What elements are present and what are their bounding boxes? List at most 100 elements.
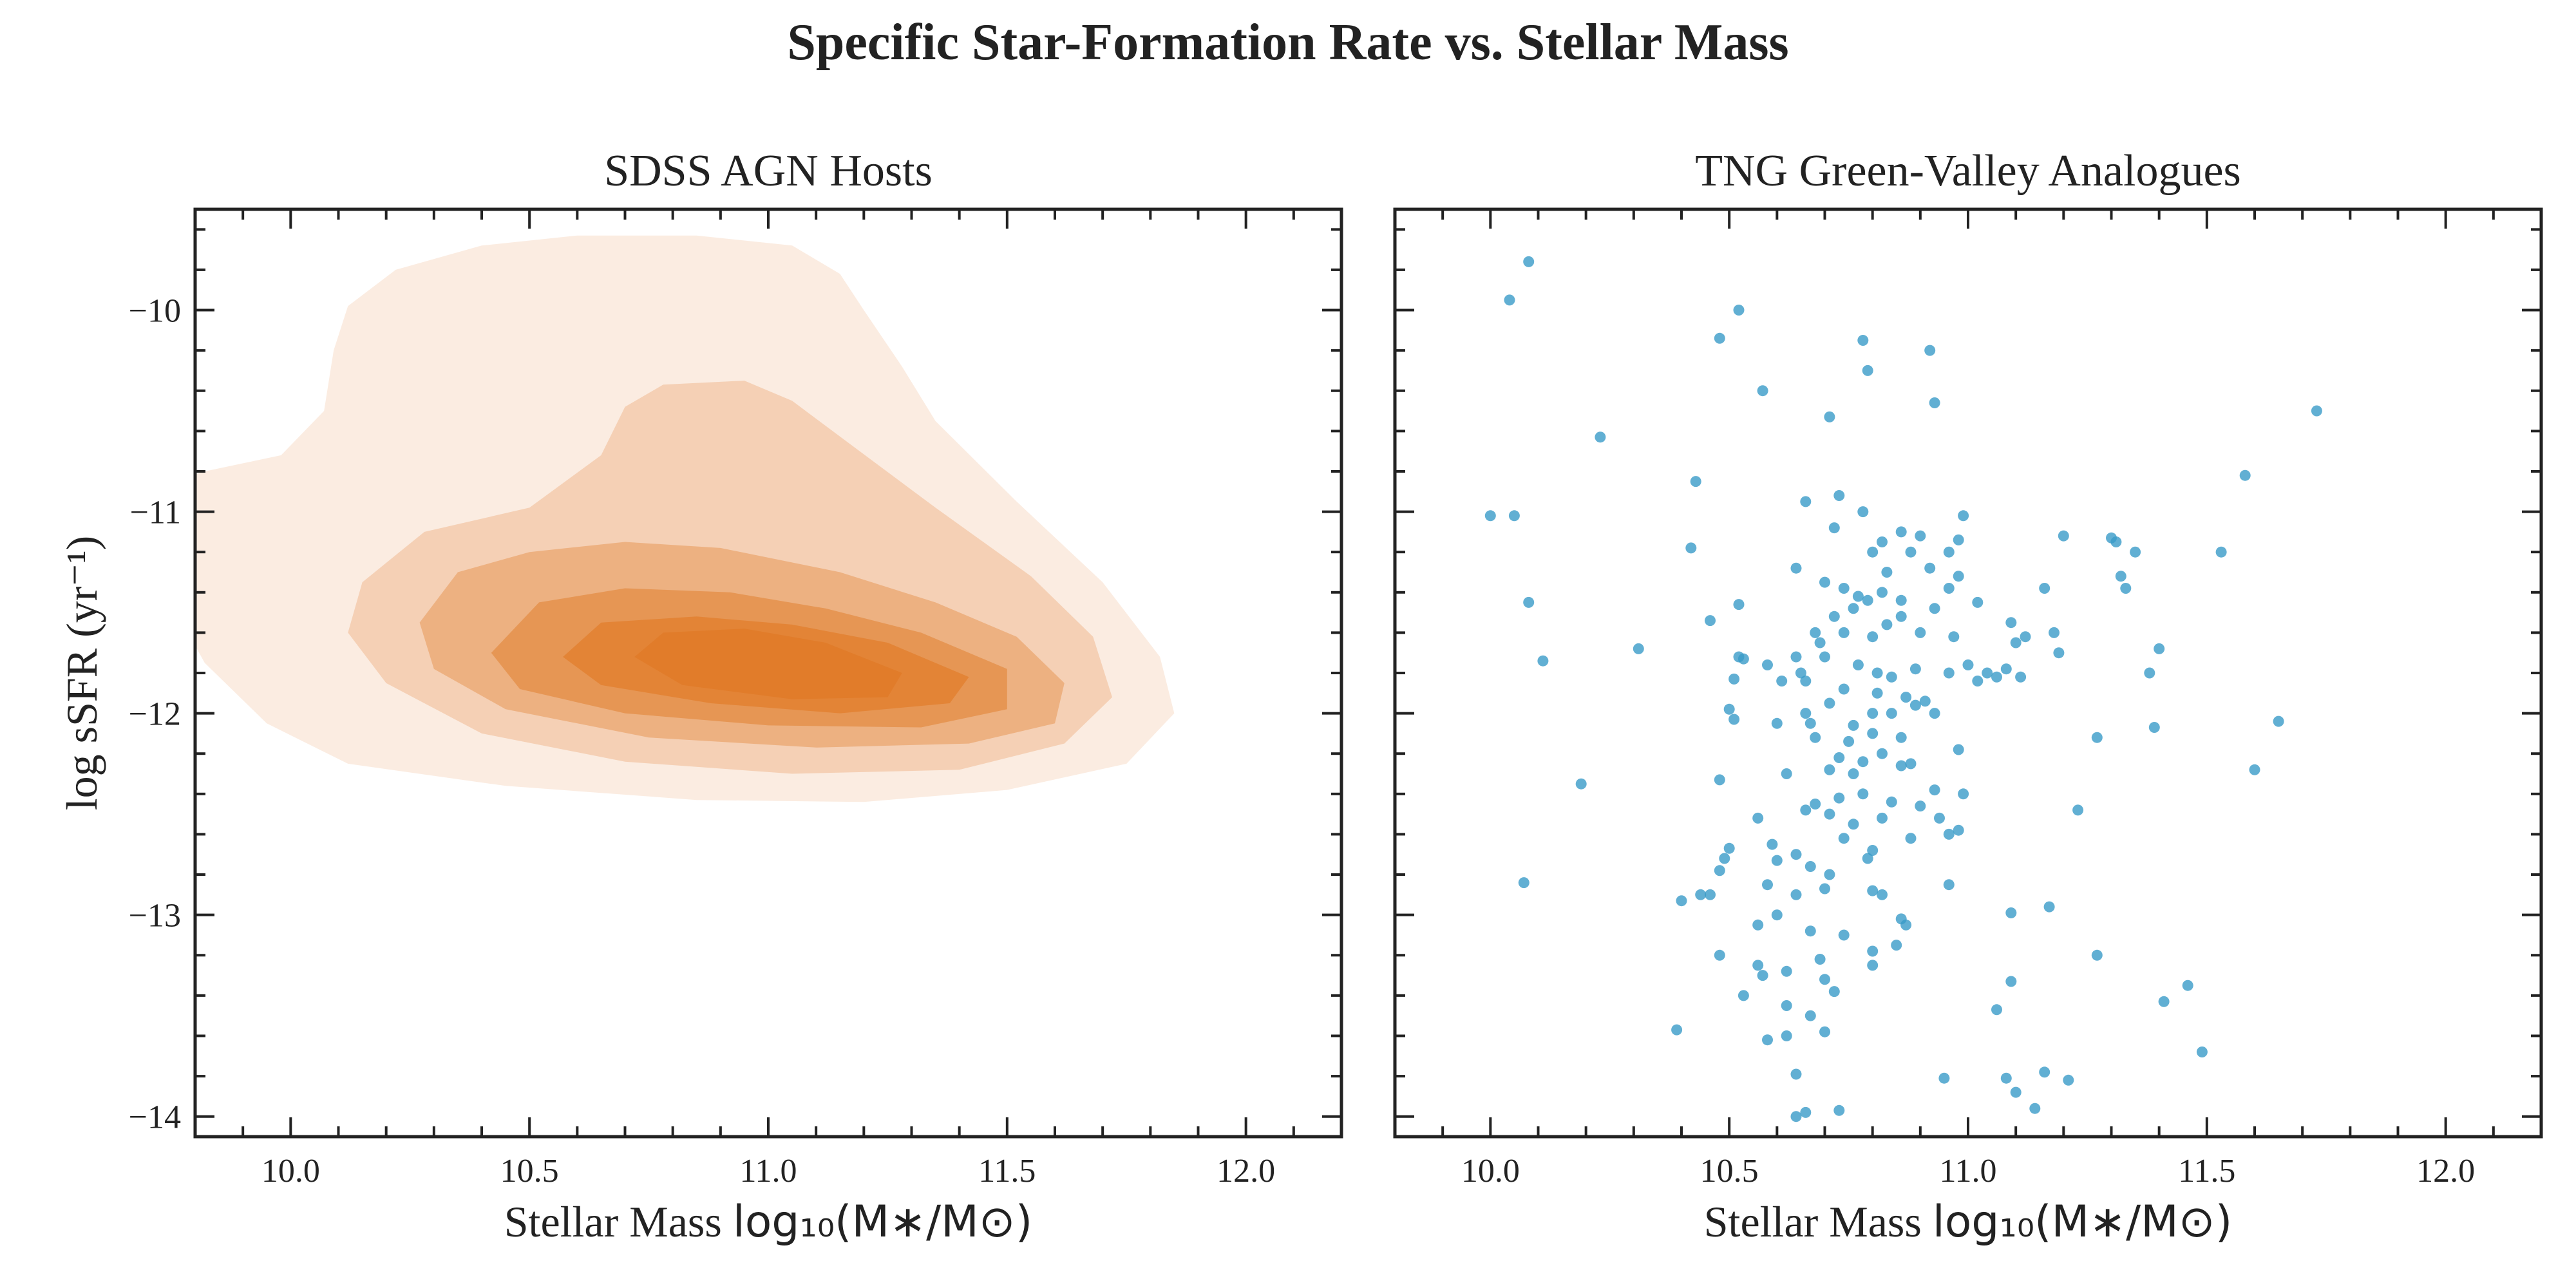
y-tick-label: −10 bbox=[129, 293, 181, 330]
scatter-point bbox=[1891, 940, 1902, 951]
scatter-point bbox=[1804, 925, 1816, 937]
scatter-point bbox=[2000, 663, 2012, 675]
scatter-point bbox=[1857, 756, 1869, 768]
x-tick-label: 10.5 bbox=[1700, 1153, 1759, 1189]
scatter-point bbox=[1518, 877, 1530, 889]
scatter-point bbox=[2148, 722, 2160, 733]
scatter-point bbox=[1800, 804, 1812, 816]
scatter-point bbox=[1915, 530, 1926, 542]
scatter-point bbox=[2039, 583, 2050, 594]
scatter-point bbox=[1757, 970, 1768, 981]
scatter-point bbox=[2029, 1103, 2041, 1114]
scatter-point bbox=[2110, 536, 2122, 547]
scatter-point bbox=[1728, 714, 1740, 725]
scatter-point bbox=[1862, 594, 1873, 606]
scatter-point bbox=[1905, 833, 1917, 844]
ticks-right bbox=[1394, 209, 2543, 1137]
scatter-point bbox=[1857, 788, 1869, 800]
scatter-point bbox=[1824, 697, 1835, 709]
scatter-point bbox=[1819, 883, 1830, 895]
scatter-point bbox=[1900, 919, 1912, 931]
scatter-point bbox=[1909, 663, 1921, 675]
scatter-point bbox=[1714, 774, 1725, 786]
scatter-point bbox=[1838, 627, 1850, 638]
scatter-point bbox=[1848, 719, 1859, 731]
scatter-point bbox=[1833, 792, 1845, 804]
scatter-point bbox=[2010, 637, 2022, 649]
scatter-point bbox=[1810, 799, 1821, 810]
scatter-point bbox=[1838, 583, 1850, 594]
scatter-point bbox=[2039, 1066, 2050, 1078]
scatter-point bbox=[1810, 732, 1821, 743]
scatter-point bbox=[1871, 687, 1883, 699]
y-tick-label: −14 bbox=[129, 1099, 181, 1136]
scatter-point bbox=[1828, 522, 1840, 534]
scatter-point bbox=[1867, 945, 1879, 957]
scatter-point bbox=[1790, 562, 1802, 574]
scatter-point bbox=[2215, 546, 2227, 558]
scatter-point bbox=[1881, 619, 1893, 630]
scatter-point bbox=[1953, 534, 1964, 545]
scatter-point bbox=[1982, 667, 1993, 679]
scatter-point bbox=[1881, 567, 1893, 578]
scatter-point bbox=[2249, 764, 2260, 775]
kde-contour-layers bbox=[195, 235, 1175, 802]
x-tick-label: 10.0 bbox=[261, 1153, 320, 1189]
scatter-point bbox=[1781, 1000, 1792, 1011]
scatter-point bbox=[2196, 1046, 2208, 1057]
scatter-point bbox=[1771, 855, 1783, 866]
scatter-point bbox=[1824, 764, 1835, 775]
scatter-point bbox=[1962, 659, 1974, 670]
scatter-point bbox=[1828, 611, 1840, 622]
scatter-point bbox=[1781, 1030, 1792, 1041]
scatter-point bbox=[1886, 708, 1897, 719]
scatter-point bbox=[1484, 510, 1496, 522]
y-tick-label: −13 bbox=[129, 898, 181, 934]
x-tick-labels-right: 10.0 10.5 11.0 11.5 12.0 bbox=[1461, 1153, 2475, 1189]
scatter-point bbox=[1943, 583, 1955, 594]
scatter-point bbox=[1705, 889, 1716, 900]
scatter-point bbox=[1953, 824, 1964, 836]
scatter-point bbox=[1905, 546, 1917, 558]
scatter-point bbox=[1905, 758, 1917, 770]
panel-sdss-agn-hosts: SDSS AGN Hosts 10.0 10.5 11.0 11.5 12.0 −14−… bbox=[57, 146, 1343, 1247]
scatter-point bbox=[1795, 667, 1806, 679]
scatter-point bbox=[1766, 838, 1778, 850]
scatter-point bbox=[1828, 986, 1840, 998]
scatter-point bbox=[1867, 845, 1879, 856]
scatter-point bbox=[1819, 1026, 1830, 1037]
scatter-point bbox=[1958, 788, 1969, 800]
scatter-point bbox=[1575, 778, 1587, 790]
scatter-point bbox=[1833, 1104, 1845, 1116]
scatter-point bbox=[1719, 853, 1730, 864]
scatter-point bbox=[1714, 865, 1725, 876]
scatter-point bbox=[1804, 1010, 1816, 1021]
scatter-point bbox=[2120, 583, 2132, 594]
x-tick-labels-left: 10.0 10.5 11.0 11.5 12.0 bbox=[261, 1153, 1275, 1189]
scatter-point bbox=[1800, 496, 1812, 507]
scatter-point bbox=[1757, 385, 1768, 397]
scatter-point bbox=[1714, 332, 1725, 344]
scatter-point bbox=[2182, 980, 2193, 991]
scatter-point bbox=[1991, 1004, 2002, 1016]
scatter-point bbox=[1633, 643, 1644, 654]
scatter-point bbox=[1929, 784, 1940, 796]
scatter-point bbox=[1909, 699, 1921, 711]
scatter-point bbox=[1810, 627, 1821, 638]
scatter-point bbox=[1804, 861, 1816, 872]
scatter-point bbox=[1762, 1034, 1773, 1046]
scatter-point bbox=[2053, 647, 2065, 659]
scatter-point bbox=[1934, 812, 1945, 824]
panel-tng-green-valley: TNG Green-Valley Analogues 10.0 10.5 11.0 1… bbox=[1393, 146, 2543, 1247]
scatter-point bbox=[1771, 717, 1783, 729]
y-tick-label: −12 bbox=[129, 696, 181, 733]
scatter-point bbox=[1953, 571, 1964, 582]
scatter-point bbox=[1915, 627, 1926, 638]
scatter-point bbox=[1819, 974, 1830, 985]
scatter-point bbox=[1852, 659, 1864, 670]
scatter-point bbox=[1752, 812, 1764, 824]
panel-title-tng: TNG Green-Valley Analogues bbox=[1695, 146, 2241, 196]
scatter-point bbox=[1871, 667, 1883, 679]
scatter-point bbox=[2000, 1072, 2012, 1084]
scatter-point bbox=[1900, 692, 1912, 703]
